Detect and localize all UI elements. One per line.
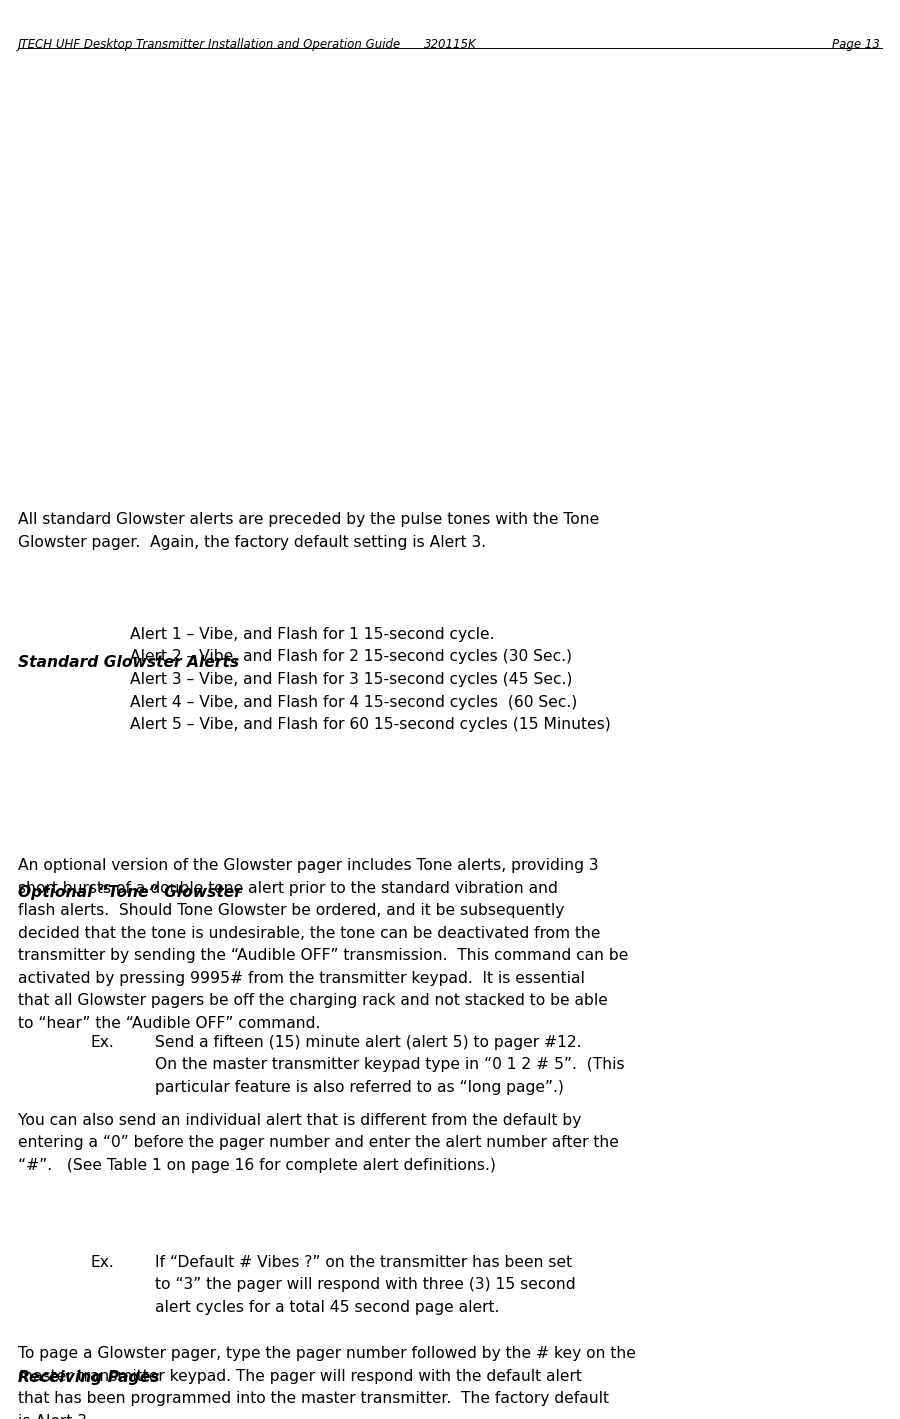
Text: Optional “Tone” Glowster: Optional “Tone” Glowster: [18, 885, 242, 900]
Text: Standard Glowster Alerts: Standard Glowster Alerts: [18, 656, 239, 670]
Text: Page 13: Page 13: [832, 38, 880, 51]
Text: entering a “0” before the pager number and enter the alert number after the: entering a “0” before the pager number a…: [18, 1135, 619, 1151]
Text: Send a fifteen (15) minute alert (alert 5) to pager #12.: Send a fifteen (15) minute alert (alert …: [155, 1034, 581, 1050]
Text: You can also send an individual alert that is different from the default by: You can also send an individual alert th…: [18, 1112, 581, 1128]
Text: that has been programmed into the master transmitter.  The factory default: that has been programmed into the master…: [18, 1391, 609, 1406]
Text: To page a Glowster pager, type the pager number followed by the # key on the: To page a Glowster pager, type the pager…: [18, 1347, 636, 1361]
Text: All standard Glowster alerts are preceded by the pulse tones with the Tone: All standard Glowster alerts are precede…: [18, 512, 599, 526]
Text: Receiving Pages: Receiving Pages: [18, 1369, 159, 1385]
Text: Alert 5 – Vibe, and Flash for 60 15-second cycles (15 Minutes): Alert 5 – Vibe, and Flash for 60 15-seco…: [130, 717, 611, 732]
Text: If “Default # Vibes ?” on the transmitter has been set: If “Default # Vibes ?” on the transmitte…: [155, 1254, 572, 1270]
Text: An optional version of the Glowster pager includes Tone alerts, providing 3: An optional version of the Glowster page…: [18, 858, 598, 873]
Text: Alert 1 – Vibe, and Flash for 1 15-second cycle.: Alert 1 – Vibe, and Flash for 1 15-secon…: [130, 627, 494, 641]
Text: to “3” the pager will respond with three (3) 15 second: to “3” the pager will respond with three…: [155, 1277, 576, 1293]
Text: Alert 2 – Vibe, and Flash for 2 15-second cycles (30 Sec.): Alert 2 – Vibe, and Flash for 2 15-secon…: [130, 650, 572, 664]
Text: transmitter by sending the “Audible OFF” transmission.  This command can be: transmitter by sending the “Audible OFF”…: [18, 948, 628, 964]
Text: activated by pressing 9995# from the transmitter keypad.  It is essential: activated by pressing 9995# from the tra…: [18, 971, 585, 986]
Text: is Alert 3.: is Alert 3.: [18, 1413, 92, 1419]
Text: to “hear” the “Audible OFF” command.: to “hear” the “Audible OFF” command.: [18, 1016, 320, 1030]
Text: JTECH UHF Desktop Transmitter Installation and Operation Guide: JTECH UHF Desktop Transmitter Installati…: [18, 38, 401, 51]
Text: Alert 4 – Vibe, and Flash for 4 15-second cycles  (60 Sec.): Alert 4 – Vibe, and Flash for 4 15-secon…: [130, 694, 577, 710]
Text: particular feature is also referred to as “long page”.): particular feature is also referred to a…: [155, 1080, 564, 1095]
Text: that all Glowster pagers be off the charging rack and not stacked to be able: that all Glowster pagers be off the char…: [18, 993, 608, 1007]
Text: short bursts of a double tone alert prior to the standard vibration and: short bursts of a double tone alert prio…: [18, 881, 558, 895]
Text: Ex.: Ex.: [90, 1254, 113, 1270]
Text: decided that the tone is undesirable, the tone can be deactivated from the: decided that the tone is undesirable, th…: [18, 925, 600, 941]
Text: flash alerts.  Should Tone Glowster be ordered, and it be subsequently: flash alerts. Should Tone Glowster be or…: [18, 902, 564, 918]
Text: “#”.   (See Table 1 on page 16 for complete alert definitions.): “#”. (See Table 1 on page 16 for complet…: [18, 1158, 496, 1174]
Text: On the master transmitter keypad type in “0 1 2 # 5”.  (This: On the master transmitter keypad type in…: [155, 1057, 625, 1073]
Text: master transmitter keypad. The pager will respond with the default alert: master transmitter keypad. The pager wil…: [18, 1368, 582, 1384]
Text: Glowster pager.  Again, the factory default setting is Alert 3.: Glowster pager. Again, the factory defau…: [18, 535, 486, 549]
Text: Ex.: Ex.: [90, 1034, 113, 1050]
Text: Alert 3 – Vibe, and Flash for 3 15-second cycles (45 Sec.): Alert 3 – Vibe, and Flash for 3 15-secon…: [130, 673, 572, 687]
Text: alert cycles for a total 45 second page alert.: alert cycles for a total 45 second page …: [155, 1300, 500, 1315]
Text: 320115K: 320115K: [424, 38, 476, 51]
